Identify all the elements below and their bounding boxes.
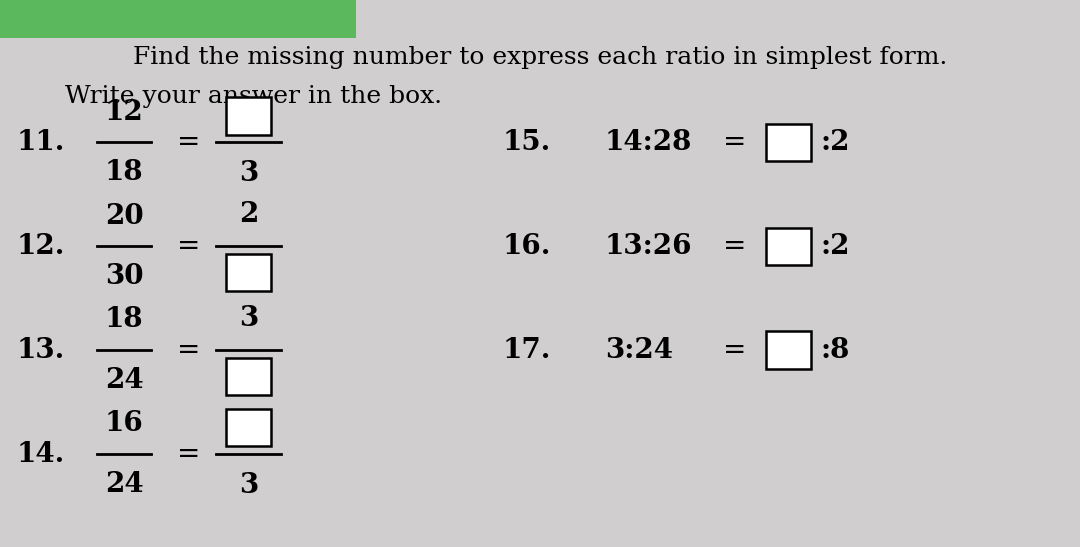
Text: 18: 18: [105, 159, 144, 186]
FancyBboxPatch shape: [226, 254, 271, 291]
Text: 3: 3: [239, 472, 258, 499]
FancyBboxPatch shape: [766, 331, 811, 369]
Text: =: =: [723, 129, 746, 156]
Text: 12: 12: [105, 98, 144, 126]
Text: 3: 3: [239, 160, 258, 188]
Text: 14.: 14.: [16, 440, 65, 468]
FancyBboxPatch shape: [766, 124, 811, 161]
Text: 13.: 13.: [16, 336, 65, 364]
Text: =: =: [177, 129, 201, 156]
Text: :8: :8: [821, 336, 850, 364]
FancyBboxPatch shape: [226, 409, 271, 446]
Text: 16: 16: [105, 410, 144, 438]
Text: Find the missing number to express each ratio in simplest form.: Find the missing number to express each …: [133, 46, 947, 69]
FancyBboxPatch shape: [226, 358, 271, 395]
Text: 18: 18: [105, 306, 144, 334]
Text: :2: :2: [821, 129, 850, 156]
Text: =: =: [723, 232, 746, 260]
Text: 2: 2: [239, 201, 258, 228]
Text: 15.: 15.: [502, 129, 551, 156]
Text: 24: 24: [105, 470, 144, 498]
Text: =: =: [177, 336, 201, 364]
Text: =: =: [723, 336, 746, 364]
Text: 12.: 12.: [16, 232, 65, 260]
FancyBboxPatch shape: [766, 228, 811, 265]
Text: :2: :2: [821, 232, 850, 260]
Text: 14:28: 14:28: [605, 129, 692, 156]
Text: Write your answer in the box.: Write your answer in the box.: [65, 85, 442, 108]
FancyBboxPatch shape: [0, 0, 356, 38]
Text: 30: 30: [105, 263, 144, 290]
Text: 13:26: 13:26: [605, 232, 692, 260]
Text: 20: 20: [105, 202, 144, 230]
Text: =: =: [177, 440, 201, 468]
Text: 3: 3: [239, 305, 258, 332]
Text: 17.: 17.: [502, 336, 551, 364]
Text: 16.: 16.: [502, 232, 551, 260]
Text: 11.: 11.: [16, 129, 65, 156]
Text: 3:24: 3:24: [605, 336, 673, 364]
FancyBboxPatch shape: [226, 97, 271, 135]
Text: =: =: [177, 232, 201, 260]
Text: 24: 24: [105, 366, 144, 394]
